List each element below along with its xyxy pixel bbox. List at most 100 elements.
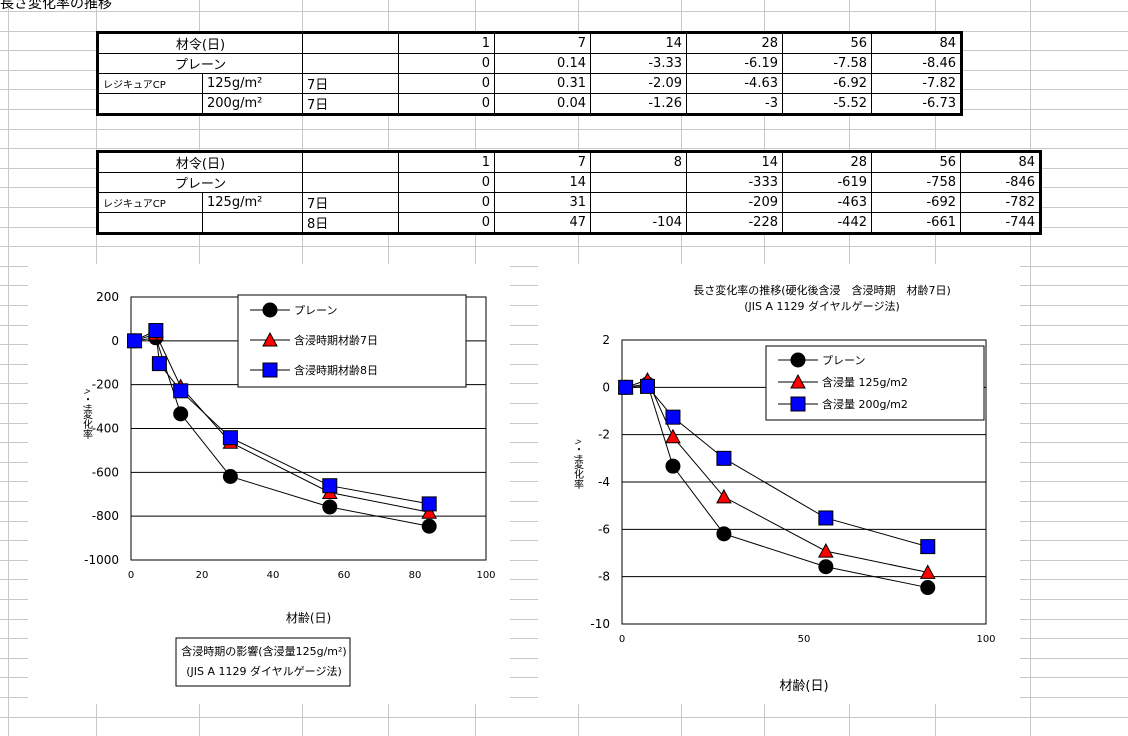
- grid-row-line: [0, 717, 1128, 718]
- table-header-row: 材令(日) 1 7 14 28 56 84: [97, 32, 962, 54]
- chart-title: 含浸時期の影響(含浸量125g/m²): [181, 644, 346, 658]
- y-tick-label: 200: [96, 290, 119, 304]
- chart-title: (JIS A 1129 ダイヤルゲージ法): [186, 664, 342, 678]
- table-cell: -104: [590, 212, 687, 234]
- legend-label: 含浸時期材齢8日: [294, 363, 378, 377]
- table-cell: 84: [960, 151, 1041, 173]
- table-row: プレーン 0 0.14 -3.33 -6.19 -7.58 -8.46: [97, 53, 962, 74]
- x-tick-label: 100: [976, 634, 995, 645]
- y-axis-label: ﾍ・ｻ変化率: [572, 439, 584, 490]
- table-cell: 200g/m²: [202, 93, 303, 115]
- table-cell: 0.04: [494, 93, 591, 115]
- data-point: [919, 564, 936, 579]
- legend-marker: [790, 396, 806, 412]
- y-tick-label: -800: [92, 509, 119, 523]
- y-axis-label: ﾍ・ｻ変化率: [81, 389, 93, 440]
- table-cell: 0.14: [494, 53, 591, 74]
- data-point: [421, 504, 438, 519]
- data-point: [716, 488, 732, 504]
- data-point: [665, 428, 681, 444]
- data-table-1: 材令(日) 1 7 14 28 56 84 プレーン 0 0.14 -3.33 …: [96, 31, 963, 116]
- data-point: [421, 496, 437, 512]
- data-point: [421, 518, 437, 534]
- table-cell: -228: [686, 212, 783, 234]
- table-cell: -5.52: [782, 93, 872, 115]
- table-cell: 7: [494, 32, 591, 54]
- y-tick-label: -10: [590, 617, 610, 631]
- x-tick-label: 20: [196, 570, 209, 581]
- data-point: [818, 559, 834, 575]
- table-cell: [97, 93, 203, 115]
- legend-marker: [262, 302, 278, 318]
- table-cell: 14: [494, 172, 591, 193]
- table-cell: 56: [782, 32, 872, 54]
- chart-1-svg: 200 0 -200 -400 -600 -800 -1000 0 20 40 60 80 100 ﾍ・ｻ…: [81, 290, 496, 687]
- table-cell: 0: [398, 53, 495, 74]
- table-cell: 0: [398, 93, 495, 115]
- table-cell: レジキュアCP: [97, 73, 203, 94]
- y-tick-label: -4: [598, 475, 610, 489]
- y-tick-label: -2: [598, 428, 610, 442]
- table-cell: 8日: [302, 212, 399, 234]
- data-point: [716, 526, 732, 542]
- table-cell: [590, 172, 687, 193]
- table-row: レジキュアCP 125g/m² 7日 0 31 -209 -463 -692 -…: [97, 192, 1041, 213]
- data-point: [173, 406, 189, 422]
- table-cell: -6.19: [686, 53, 783, 74]
- table-cell: 0: [398, 73, 495, 94]
- table-cell: [590, 192, 687, 213]
- data-point: [148, 323, 164, 339]
- table-cell: 0: [398, 172, 495, 193]
- table-cell: 8: [590, 151, 687, 173]
- table-cell: -3: [686, 93, 783, 115]
- table-cell: -6.92: [782, 73, 872, 94]
- table-cell: -692: [871, 192, 961, 213]
- grid-row-line: [0, 246, 1128, 247]
- table-cell: -782: [960, 192, 1041, 213]
- table-cell: -846: [960, 172, 1041, 193]
- table-row: 8日 0 47 -104 -228 -442 -661 -744: [97, 212, 1041, 234]
- table-row: プレーン 0 14 -333 -619 -758 -846: [97, 172, 1041, 193]
- data-point: [716, 450, 732, 466]
- table-cell: -463: [782, 192, 872, 213]
- legend-marker: [262, 362, 278, 378]
- data-point: [665, 409, 681, 425]
- grid-col-line: [1030, 0, 1031, 736]
- table-cell: -661: [871, 212, 961, 234]
- legend-marker: [262, 331, 278, 347]
- legend-label: プレーン: [822, 354, 865, 367]
- table-cell: 125g/m²: [202, 73, 303, 94]
- table-cell: 0.31: [494, 73, 591, 94]
- grid-row-line: [0, 129, 1128, 130]
- y-tick-label: 0: [602, 380, 610, 394]
- x-tick-label: 40: [267, 570, 280, 581]
- table-cell: 0: [398, 192, 495, 213]
- chart-title: 長さ変化率の推移(硬化後含浸 含浸時期 材齢7日): [693, 283, 951, 297]
- table-cell: 28: [782, 151, 872, 173]
- legend-label: 含浸量 125g/m2: [822, 375, 908, 389]
- y-tick-label: -8: [598, 570, 610, 584]
- table-cell: 125g/m²: [202, 192, 303, 213]
- data-point: [151, 356, 167, 372]
- data-point: [222, 430, 238, 446]
- table-cell: -744: [960, 212, 1041, 234]
- table-cell: 0: [398, 212, 495, 234]
- data-point: [665, 458, 681, 474]
- y-tick-label: 2: [602, 333, 610, 347]
- data-point: [173, 383, 189, 399]
- table-header-row: 材令(日) 1 7 8 14 28 56 84: [97, 151, 1041, 173]
- table-cell: 1: [398, 151, 495, 173]
- x-axis-label: 材齢(日): [286, 610, 331, 625]
- table-cell: -209: [686, 192, 783, 213]
- y-tick-label: -1000: [84, 553, 119, 567]
- table-cell: 7日: [302, 192, 399, 213]
- data-point: [639, 378, 655, 394]
- x-tick-label: 0: [128, 570, 134, 581]
- data-point: [618, 379, 634, 395]
- table-row: レジキュアCP 125g/m² 7日 0 0.31 -2.09 -4.63 -6…: [97, 73, 962, 94]
- page-title: 長さ変化率の推移: [0, 0, 112, 12]
- y-tick-label: -6: [598, 522, 610, 536]
- table-cell: 84: [871, 32, 962, 54]
- data-table-2: 材令(日) 1 7 8 14 28 56 84 プレーン 0 14 -333 -…: [96, 150, 1042, 235]
